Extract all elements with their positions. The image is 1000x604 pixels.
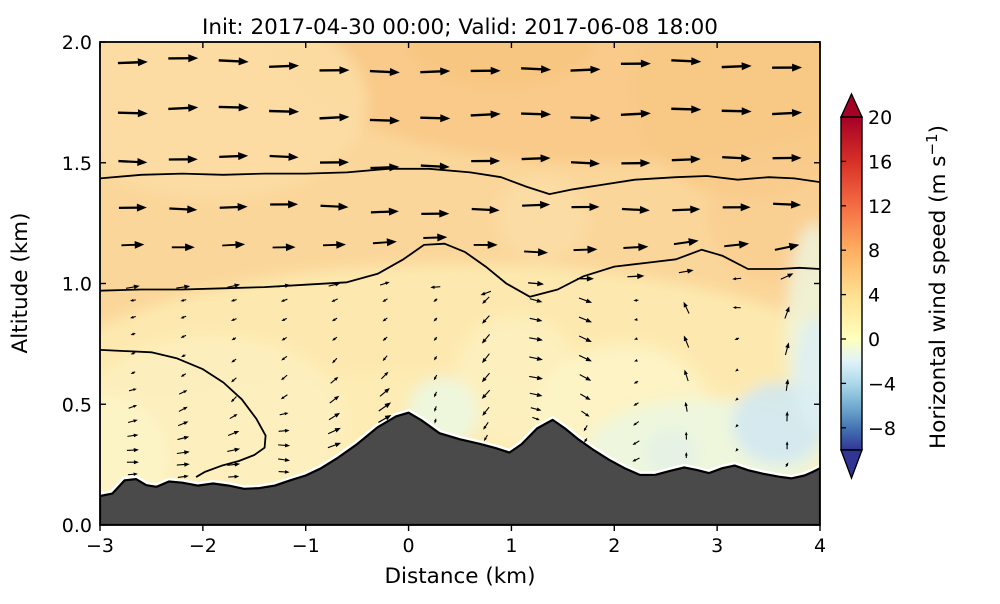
y-tick-label: 0.0 xyxy=(62,515,92,537)
x-tick-label: −1 xyxy=(292,535,320,557)
x-tick-label: 1 xyxy=(505,535,517,557)
colorbar-tick-label: 4 xyxy=(868,285,880,307)
colorbar-tick-label: 20 xyxy=(868,107,892,129)
fill-blob xyxy=(707,148,851,283)
colorbar-label: Horizontal wind speed (m s−1) xyxy=(923,125,951,449)
colorbar-extend-max xyxy=(841,94,862,117)
x-tick-label: 3 xyxy=(711,535,723,557)
colorbar-tick-label: 8 xyxy=(868,240,880,262)
x-tick-label: −3 xyxy=(86,535,114,557)
colorbar: 20 16 12 8 4 0 −4 −8 Horizontal wind speed (m s−… xyxy=(841,94,951,478)
x-tick-label: 2 xyxy=(608,535,620,557)
y-tick-label: 1.0 xyxy=(62,274,92,296)
x-tick-label: 4 xyxy=(814,535,826,557)
fill-blob xyxy=(496,175,589,262)
colorbar-tick-label: 0 xyxy=(868,329,880,351)
plot-title: Init: 2017-04-30 00:00; Valid: 2017-06-0… xyxy=(202,15,718,40)
y-tick-label: 2.0 xyxy=(62,32,92,54)
y-tick-label: 0.5 xyxy=(62,394,92,416)
colorbar-tick-label: −4 xyxy=(868,373,896,395)
x-axis-label: Distance (km) xyxy=(384,564,535,589)
y-tick-label: 1.5 xyxy=(62,153,92,175)
x-tick-label: −2 xyxy=(189,535,217,557)
colorbar-tick-label: −8 xyxy=(868,418,896,440)
x-tick-label: 0 xyxy=(403,535,415,557)
colorbar-tick-label: 12 xyxy=(868,196,892,218)
fill-blob xyxy=(794,317,839,433)
colorbar-extend-min xyxy=(841,450,862,478)
colorbar-tick-label: 16 xyxy=(868,151,892,173)
colorbar-gradient xyxy=(841,117,862,450)
y-axis-label: Altitude (km) xyxy=(8,212,33,353)
